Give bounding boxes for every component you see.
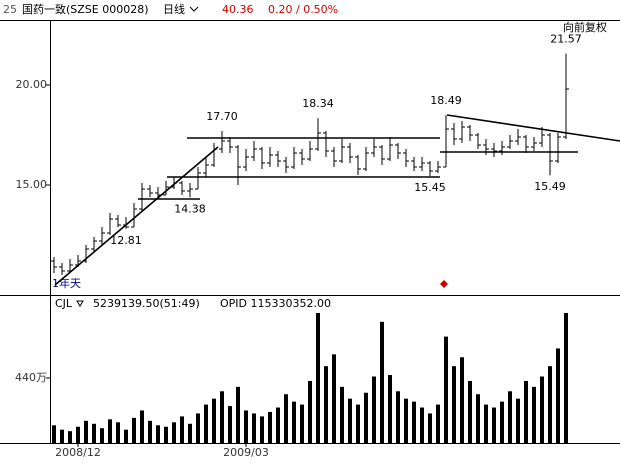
volume-bar <box>404 398 408 443</box>
volume-bar <box>92 423 96 443</box>
marker <box>440 280 448 288</box>
volume-bar <box>524 380 528 443</box>
price-annotation: 15.49 <box>534 180 566 193</box>
volume-bar <box>412 401 416 443</box>
volume-bar <box>52 425 56 443</box>
volume-bar <box>204 404 208 443</box>
volume-bar <box>556 348 560 443</box>
change: 0.20 / 0.50% <box>268 3 338 16</box>
volume-bar <box>372 376 376 443</box>
volume-bar <box>476 394 480 443</box>
volume-bar <box>68 431 72 443</box>
volume-bar <box>468 380 472 443</box>
volume-bar <box>156 425 160 443</box>
volume-bar <box>452 366 456 443</box>
volume-bar <box>380 321 384 443</box>
volume-bar <box>428 413 432 443</box>
volume-bar <box>108 419 112 443</box>
volume-bar <box>508 391 512 443</box>
volume-bar <box>76 426 80 443</box>
price-annotation: 14.38 <box>174 202 206 215</box>
trend-line <box>446 114 620 142</box>
volume-bar <box>540 376 544 443</box>
x-tick-label: 2008/12 <box>55 446 101 459</box>
volume-stats: 5239139.50(51:49) <box>93 297 200 310</box>
volume-opid: OPID 115330352.00 <box>220 297 331 310</box>
volume-bar <box>268 411 272 443</box>
y-tick-label: 15.00 <box>16 178 48 191</box>
price-annotation: 17.70 <box>206 110 238 123</box>
volume-bar <box>532 386 536 443</box>
price-annotation: 21.57 <box>550 33 582 46</box>
volume-bar <box>292 401 296 443</box>
volume-bar <box>164 426 168 443</box>
volume-bar <box>180 416 184 443</box>
volume-bar <box>284 394 288 443</box>
volume-bar <box>188 423 192 443</box>
volume-bar <box>252 413 256 443</box>
trend-line <box>54 146 219 286</box>
volume-bar <box>300 404 304 443</box>
price-annotation: 15.45 <box>414 181 446 194</box>
volume-bar <box>236 386 240 443</box>
code: 25 <box>3 3 17 16</box>
volume-bar <box>244 410 248 443</box>
volume-bar <box>436 404 440 443</box>
period-label: 1年天 <box>52 276 81 290</box>
volume-bar <box>228 406 232 443</box>
volume-bar <box>100 428 104 443</box>
price: 40.36 <box>222 3 254 16</box>
volume-bar <box>276 407 280 443</box>
volume-bar <box>364 392 368 443</box>
volume-bar <box>500 401 504 443</box>
volume-bar <box>460 357 464 443</box>
volume-bar <box>484 404 488 443</box>
volume-tick-label: 440万 <box>15 371 47 384</box>
volume-bar <box>420 407 424 443</box>
volume-bar <box>140 410 144 443</box>
price-annotation: 12.81 <box>110 234 142 247</box>
volume-bar <box>340 386 344 443</box>
volume-bar <box>348 398 352 443</box>
volume-bar <box>84 420 88 443</box>
period[interactable]: 日线 <box>163 2 185 16</box>
price-annotation: 18.34 <box>302 97 334 110</box>
volume-bar <box>564 312 568 443</box>
volume-bar <box>124 429 128 443</box>
adjust-label: 向前复权 <box>563 20 607 34</box>
volume-bar <box>60 429 64 443</box>
volume-bar <box>172 422 176 443</box>
volume-name: CJL <box>55 297 73 310</box>
volume-bar <box>388 375 392 443</box>
volume-bar <box>548 366 552 443</box>
price-annotation: 18.49 <box>430 94 462 107</box>
volume-bar <box>492 407 496 443</box>
volume-bar <box>260 416 264 443</box>
volume-bar <box>220 391 224 443</box>
volume-icon[interactable] <box>76 300 84 307</box>
volume-bar <box>212 398 216 443</box>
y-tick-label: 20.00 <box>16 78 48 91</box>
volume-bar <box>308 380 312 443</box>
trend-lines <box>54 114 620 286</box>
x-tick-label: 2009/03 <box>223 446 269 459</box>
volume-bar <box>132 417 136 443</box>
volume-bar <box>396 391 400 443</box>
volume-bar <box>444 336 448 443</box>
volume-bar <box>324 366 328 443</box>
stock-name: 国药一致(SZSE 000028) <box>22 2 149 16</box>
volume-bar <box>116 422 120 443</box>
volume-bar <box>332 354 336 443</box>
volume-bar <box>316 312 320 443</box>
volume-bar <box>148 420 152 443</box>
volume-bar <box>356 404 360 443</box>
volume-bar <box>516 398 520 443</box>
dropdown-icon[interactable] <box>189 6 199 12</box>
volume-bar <box>196 413 200 443</box>
